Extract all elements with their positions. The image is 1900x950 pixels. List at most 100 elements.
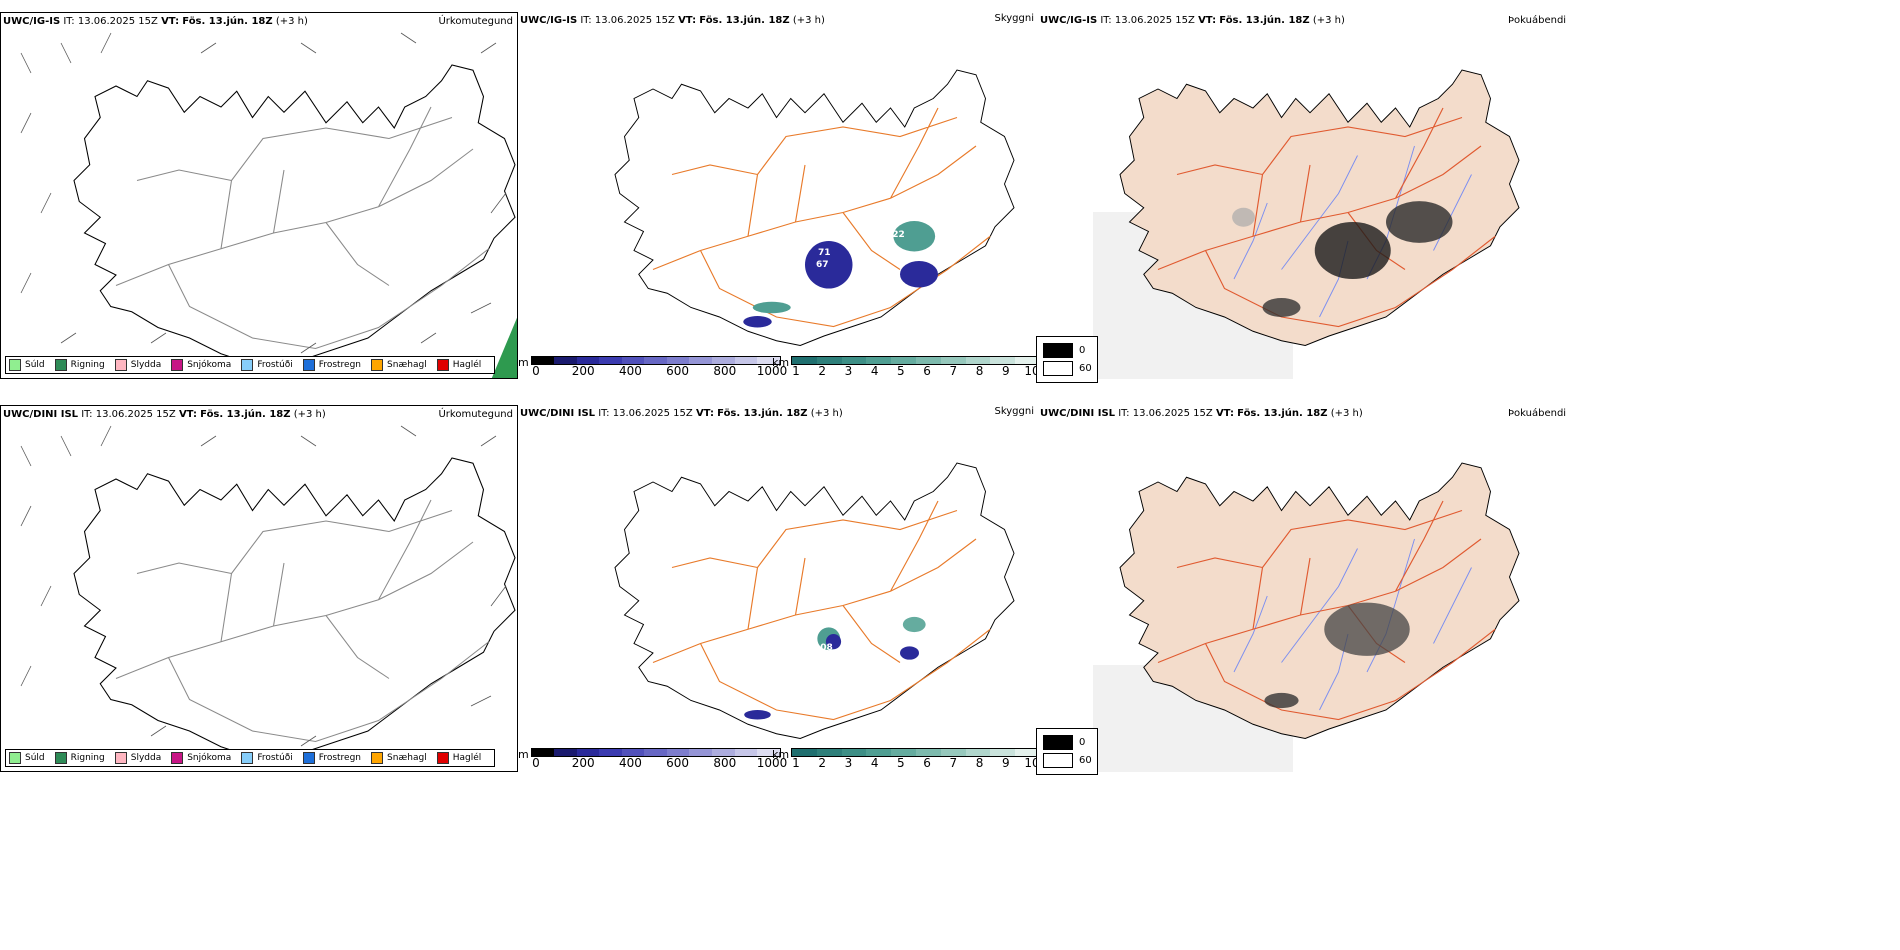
precip-legend-item: Rigning [54,752,105,764]
colorbar-segment [792,749,817,756]
visibility-km-colorbar: km 1 2 3 4 5 6 7 8 9 10 [772,356,1042,378]
colorbar-segment [891,749,917,756]
colorbar-tick-label: 400 [618,364,642,378]
wind-barbs [20,425,507,747]
precip-legend-item: Frostregn [302,359,362,371]
precip-type-map [20,32,517,378]
colorbar-segment [689,749,712,756]
legend-swatch [241,359,254,371]
colorbar-tick-label: 10 [1024,756,1040,770]
fog-legend: 0 60 [1036,336,1098,383]
visibility-value-label: 67 [816,260,829,270]
legend-swatch [54,359,67,371]
precip-legend-item: Súld [9,752,45,764]
colorbar-tick-label: 8 [975,756,984,770]
colorbar-segment [576,749,600,756]
colorbar-segment [1015,749,1041,756]
visibility-panel-row2: UWC/DINI ISL IT: 13.06.2025 15Z VT: Fös.… [518,405,1038,772]
colorbar-segment [891,357,917,364]
panel-header: UWC/DINI ISL IT: 13.06.2025 15Z VT: Fös.… [3,409,326,420]
precip-legend-item: Snæhagl [371,359,427,371]
legend-swatch [371,752,384,764]
legend-label: Súld [25,753,45,763]
legend-label: Snjókoma [187,360,232,370]
colorbar-segment [866,749,892,756]
fog-panel-row2: UWC/DINI ISL IT: 13.06.2025 15Z VT: Fös.… [1038,405,1900,772]
precip-legend-item: Snjókoma [171,359,231,371]
colorbar-segment [711,357,735,364]
colorbar-segment [621,357,645,364]
legend-swatch [436,752,449,764]
panel-header: UWC/IG-IS IT: 13.06.2025 15Z VT: Fös. 13… [1040,15,1345,26]
fog-map [1093,69,1520,379]
visibility-map [614,462,1015,739]
legend-swatch [114,752,127,764]
visibility-m-colorbar: m 0 200 400 600 800 1000 [518,748,788,770]
colorbar-tick-label: 6 [923,756,931,770]
precip-legend-item: Haglél [436,359,481,371]
panel-header: UWC/IG-IS IT: 13.06.2025 15Z VT: Fös. 13… [520,15,825,26]
legend-label: Slydda [130,753,162,763]
colorbar-tick-label: 400 [618,756,642,770]
colorbar-segment [990,357,1016,364]
colorbar-tick-label: 9 [1001,364,1010,378]
colorbar-segment [965,749,991,756]
precip-legend-item: Snjókoma [171,752,231,764]
colorbar-segment [644,749,667,756]
precip-legend-item: Snæhagl [371,752,427,764]
colorbar-segment [816,357,842,364]
panel-type-label: Þokuábendi [1508,15,1567,26]
colorbar-tick-label: 1 [792,364,800,378]
colorbar-segment [916,357,941,364]
precip-legend: Súld Rigning Slydda Snjókoma Frostúði Frostre… [5,356,496,374]
panel-header: UWC/IG-IS IT: 13.06.2025 15Z VT: Fös. 13… [3,16,308,27]
legend-label: Frostregn [318,360,362,370]
fog-panel-row1: UWC/IG-IS IT: 13.06.2025 15Z VT: Fös. 13… [1038,12,1900,379]
panel-header: UWC/DINI ISL IT: 13.06.2025 15Z VT: Fös.… [1040,408,1363,419]
colorbar-tick-label: 4 [870,364,879,378]
precip-legend-item: Slydda [114,359,161,371]
colorbar-tick-label: 600 [666,756,690,770]
precip-type-panel-row2: UWC/DINI ISL IT: 13.06.2025 15Z VT: Fös.… [0,405,518,772]
panel-type-label: Úrkomutegund [438,409,513,420]
colorbar-segment [666,749,690,756]
colorbar-segment [711,749,735,756]
legend-label: Snjókoma [187,753,232,763]
colorbar-segment [734,357,758,364]
panel-header: UWC/DINI ISL IT: 13.06.2025 15Z VT: Fös.… [520,408,843,419]
colorbar-tick-label: 4 [870,756,879,770]
legend-label: Frostúði [257,753,293,763]
visibility-value-label: 71 [818,248,831,258]
colorbar-tick-label: 3 [844,364,853,378]
fog-legend: 0 60 [1036,728,1098,775]
colorbar-segment [554,357,577,364]
colorbar-segment [841,749,867,756]
precip-type-map [20,425,516,764]
colorbar-segment [531,749,555,756]
colorbar-tick-label: 2 [818,364,827,378]
precip-legend-item: Frostúði [241,359,293,371]
legend-swatch [302,752,315,764]
colorbar-segment [940,357,966,364]
legend-swatch [241,752,254,764]
colorbar-segment [866,357,892,364]
colorbar-segment [757,749,780,756]
legend-label: Súld [25,360,45,370]
legend-label: Snæhagl [387,360,427,370]
visibility-map [614,69,1015,346]
colorbar-tick-label: 200 [571,756,595,770]
panel-type-label: Þokuábendi [1508,408,1567,419]
visibility-value-label: 108 [814,643,833,653]
colorbar-segment [531,357,555,364]
visibility-panel-row1: UWC/IG-IS IT: 13.06.2025 15Z VT: Fös. 13… [518,12,1038,379]
colorbar-segment [940,749,966,756]
colorbar-segment [576,357,600,364]
legend-swatch [9,752,21,764]
legend-label: Rigning [70,753,105,763]
colorbar-segment [599,749,622,756]
precip-legend-item: Haglél [436,752,481,764]
precip-legend-item: Slydda [114,752,162,764]
colorbar-segment [1015,357,1041,364]
panel-type-label: Skyggni [994,13,1034,24]
wind-barbs [20,32,507,354]
